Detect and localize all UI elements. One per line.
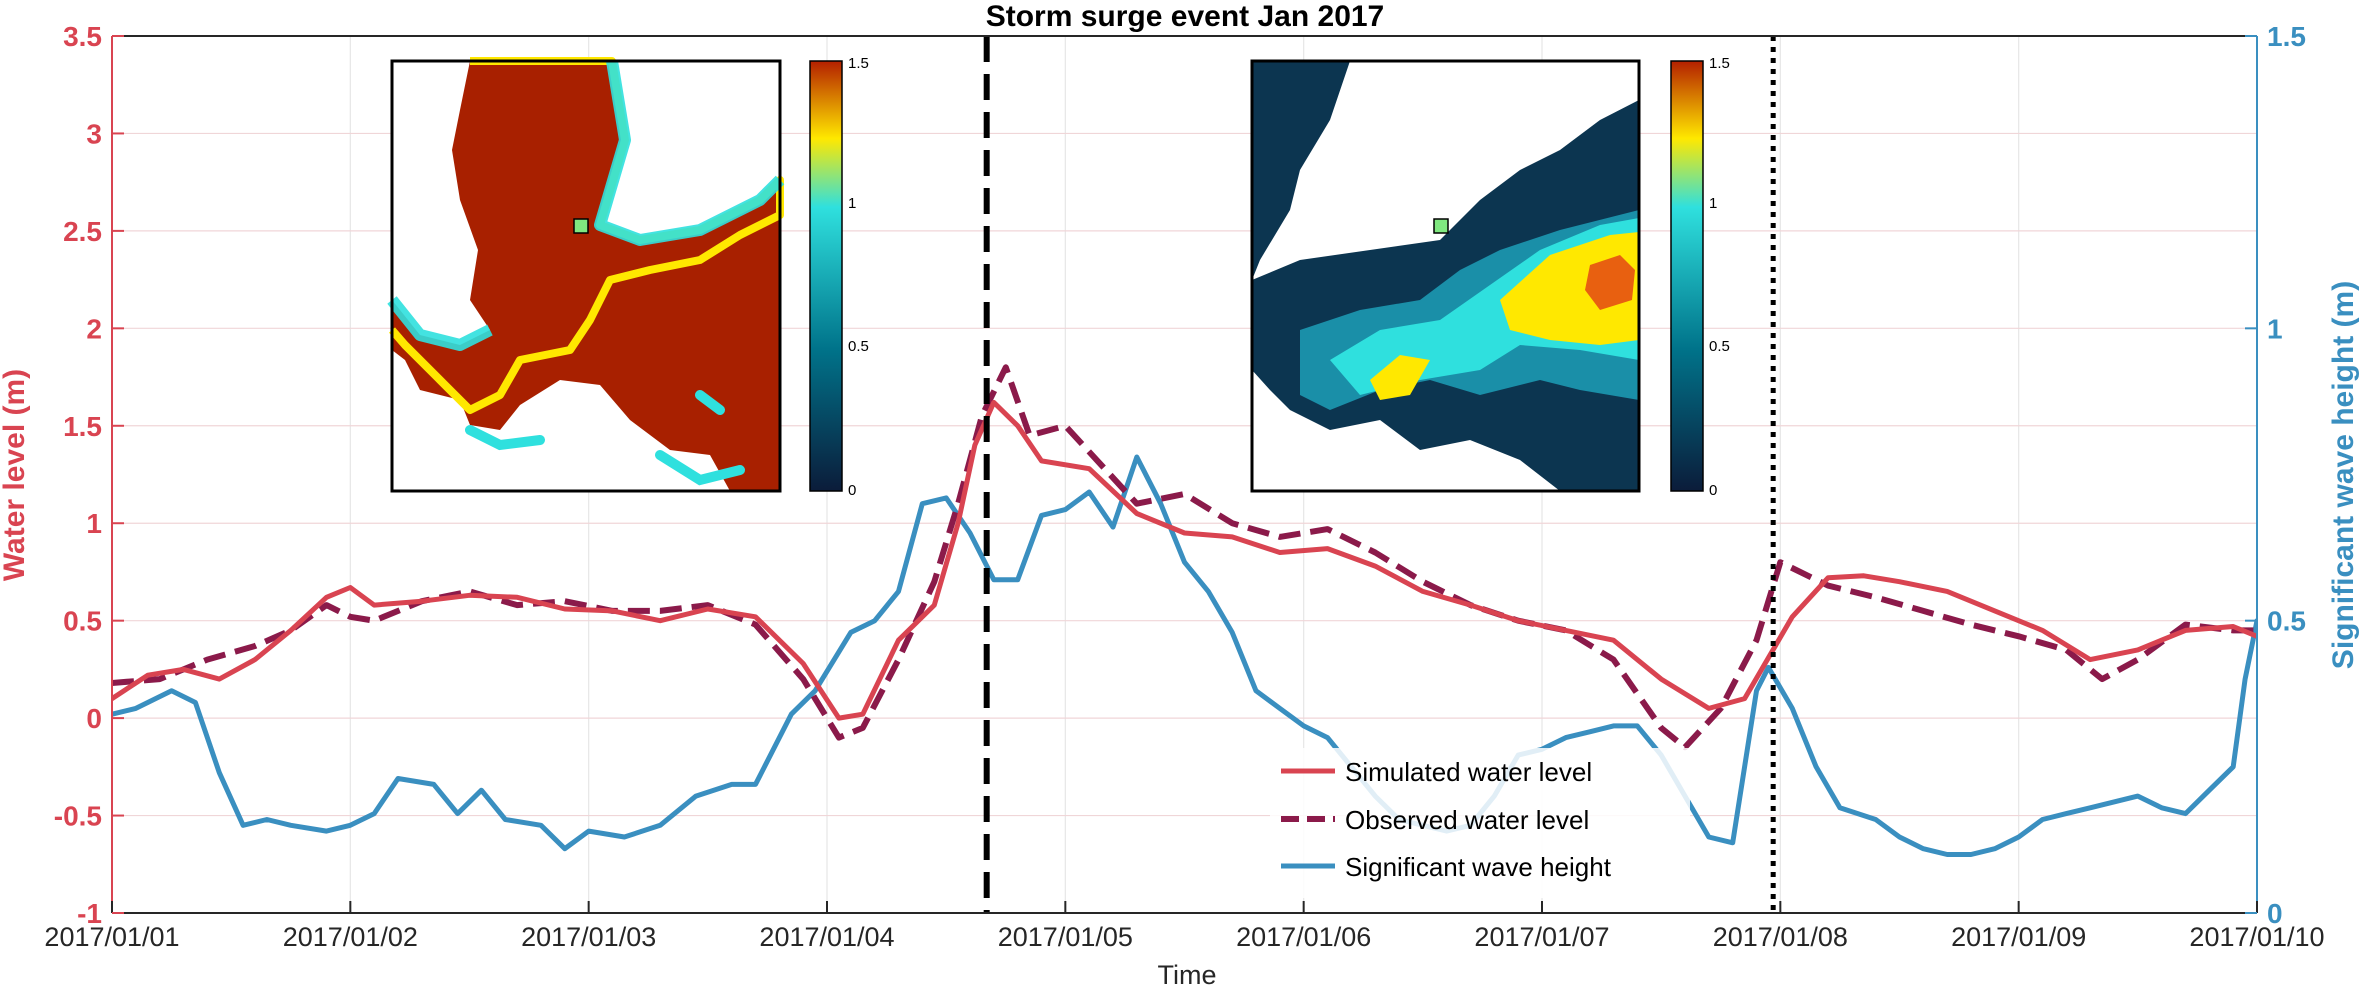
y-left-axis-label: Water level (m) (0, 369, 31, 581)
x-tick-label: 2017/01/04 (759, 922, 894, 952)
inset-surge-map (387, 57, 785, 493)
y-right-tick-label: 0 (2267, 898, 2283, 929)
series-observed-water-level (112, 364, 2257, 751)
colorbar-tick: 1.5 (1709, 55, 1730, 72)
legend-label-observed: Observed water level (1345, 805, 1589, 835)
legend-label-wave: Significant wave height (1345, 852, 1612, 882)
chart-title: Storm surge event Jan 2017 (986, 0, 1385, 33)
station-marker (573, 218, 589, 234)
x-tick-label: 2017/01/03 (521, 922, 656, 952)
y-left-tick-label: 3.5 (63, 21, 102, 52)
y-right-axis-label: Significant wave height (m) (2327, 281, 2360, 669)
station-marker (1433, 218, 1449, 234)
y-right-ticks: 0 0.5 1 1.5 (2245, 21, 2306, 929)
y-left-tick-label: 1 (86, 508, 102, 539)
wave-yellow-region (1370, 232, 1639, 400)
inset-wave-colorbar: 1.5 1 0.5 0 (1670, 55, 1730, 499)
inset-surge-colorbar: 1.5 1 0.5 0 (809, 55, 869, 499)
colorbar-tick: 0.5 (1709, 338, 1730, 355)
y-left-ticks: -1 -0.5 0 0.5 1 1.5 2 2.5 3 3.5 (54, 21, 124, 929)
colorbar-tick: 0 (848, 482, 856, 499)
vertical-markers (983, 36, 1776, 913)
wave-orange-region (1585, 255, 1635, 310)
y-left-tick-label: 3 (86, 118, 102, 149)
y-right-tick-label: 0.5 (2267, 606, 2306, 637)
x-tick-label: 2017/01/02 (283, 922, 418, 952)
y-left-tick-label: -0.5 (54, 801, 102, 832)
y-left-tick-label: 0.5 (63, 606, 102, 637)
series-significant-wave-height (112, 454, 2257, 857)
colorbar-tick: 0 (1709, 482, 1717, 499)
y-left-tick-label: -1 (77, 898, 102, 929)
x-ticks: 2017/01/01 2017/01/02 2017/01/03 2017/01/04… (44, 901, 2325, 952)
y-left-tick-label: 0 (86, 703, 102, 734)
y-left-tick-label: 2 (86, 313, 102, 344)
colorbar-tick: 1.5 (848, 55, 869, 72)
surge-cyan-band (387, 60, 785, 351)
x-tick-label: 2017/01/09 (1951, 922, 2086, 952)
legend-label-simulated: Simulated water level (1345, 757, 1592, 787)
y-left-tick-label: 1.5 (63, 411, 102, 442)
surge-islands (465, 390, 745, 486)
y-right-tick-label: 1.5 (2267, 21, 2306, 52)
x-tick-label: 2017/01/10 (2189, 922, 2324, 952)
y-right-tick-label: 1 (2267, 313, 2283, 344)
x-tick-label: 2017/01/08 (1713, 922, 1848, 952)
colorbar-tick: 0.5 (848, 338, 869, 355)
x-tick-label: 2017/01/06 (1236, 922, 1371, 952)
legend: Simulated water level Observed water lev… (1270, 748, 1690, 898)
colorbar-tick: 1 (848, 195, 856, 212)
inset-wave-map (1250, 59, 1641, 493)
x-tick-label: 2017/01/05 (998, 922, 1133, 952)
colorbar-tick: 1 (1709, 195, 1717, 212)
surge-shape (392, 61, 780, 491)
x-axis-label: Time (1158, 960, 1217, 987)
x-tick-label: 2017/01/01 (44, 922, 179, 952)
x-tick-label: 2017/01/07 (1474, 922, 1609, 952)
series-simulated-water-level (112, 399, 2257, 721)
series-layer (112, 364, 2257, 857)
y-left-tick-label: 2.5 (63, 216, 102, 247)
